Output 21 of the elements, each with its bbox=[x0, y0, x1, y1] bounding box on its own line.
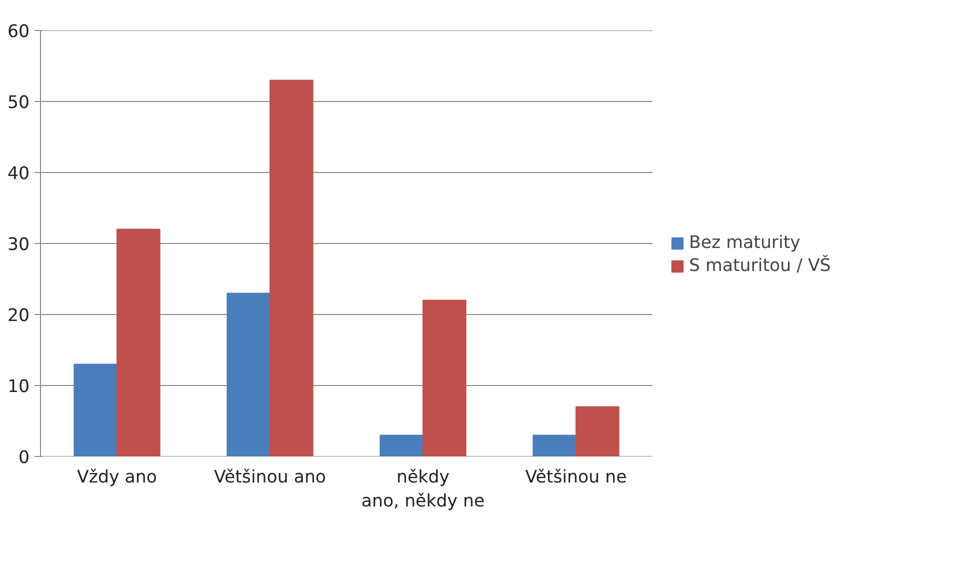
legend-label: S maturitou / VŠ bbox=[689, 256, 831, 276]
bar bbox=[380, 434, 424, 456]
bar bbox=[532, 434, 576, 456]
bar bbox=[270, 80, 314, 456]
bar bbox=[422, 300, 466, 456]
y-tick-label: 10 bbox=[7, 377, 30, 397]
x-tick-label: Vždy ano bbox=[77, 468, 157, 488]
y-tick-label: 20 bbox=[7, 306, 30, 326]
bar bbox=[74, 364, 118, 456]
y-tick-label: 50 bbox=[7, 93, 30, 113]
y-tick-label: 60 bbox=[7, 22, 30, 42]
x-tick-label: Většinou ne bbox=[525, 468, 627, 488]
bar bbox=[116, 228, 160, 456]
x-tick-label: Většinou ano bbox=[214, 468, 326, 488]
y-tick-label: 0 bbox=[18, 448, 30, 468]
y-tick-label: 30 bbox=[7, 235, 30, 255]
x-tick-label: někdy ano, někdy ne bbox=[361, 468, 485, 512]
bar bbox=[576, 406, 620, 456]
legend-label: Bez maturity bbox=[689, 233, 800, 253]
y-tick-label: 40 bbox=[7, 164, 30, 184]
bar bbox=[226, 292, 270, 456]
